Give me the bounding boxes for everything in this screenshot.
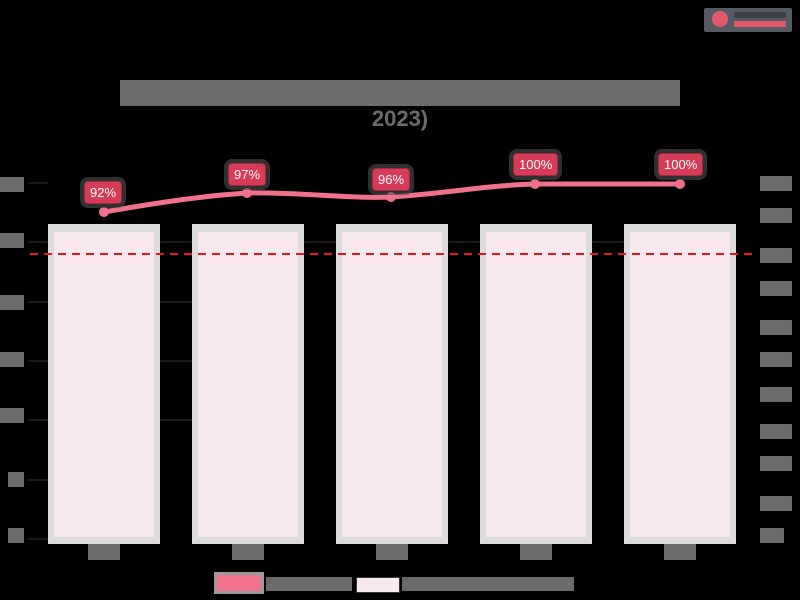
- data-label-2022: 100%: [513, 153, 559, 176]
- right-tick: 30%: [760, 424, 792, 439]
- x-label-2020: 2020: [232, 544, 264, 560]
- left-tick: 0: [8, 528, 24, 543]
- logo: [704, 8, 792, 32]
- legend-swatch-line[interactable]: [214, 572, 264, 594]
- line-point-2019: [99, 207, 109, 217]
- right-tick: 10%: [760, 496, 792, 511]
- line-series: [101, 181, 683, 215]
- data-label-2023: 100%: [658, 153, 704, 176]
- x-label-2019: 2019: [88, 544, 120, 560]
- x-label-2023: 2023: [664, 544, 696, 560]
- legend-label-bar[interactable]: Number of Students Assessed: [402, 577, 574, 591]
- data-label-2021: 96%: [372, 168, 411, 191]
- right-tick: 100%: [760, 176, 792, 191]
- right-tick: 80%: [760, 248, 792, 263]
- logo-mark-icon: [712, 11, 728, 27]
- bar-2019[interactable]: [48, 224, 160, 544]
- bar-2021[interactable]: [336, 224, 448, 544]
- left-tick: 50: [0, 233, 24, 248]
- x-label-2022: 2022: [520, 544, 552, 560]
- data-label-2020: 97%: [228, 163, 267, 186]
- bar-2023[interactable]: [624, 224, 736, 544]
- right-tick: 40%: [760, 387, 792, 402]
- bar-2020[interactable]: [192, 224, 304, 544]
- right-tick: 70%: [760, 281, 792, 296]
- left-tick: 30: [0, 352, 24, 367]
- right-tick: 90%: [760, 208, 792, 223]
- bar-2022[interactable]: [480, 224, 592, 544]
- left-tick: 40: [0, 295, 24, 310]
- line-point-2021: [386, 192, 396, 202]
- logo-text-top: [734, 12, 786, 18]
- right-tick: 60%: [760, 320, 792, 335]
- legend-swatch-bar[interactable]: [356, 577, 400, 593]
- gridline-ticks: [28, 182, 624, 540]
- chart-title: Percentage of Students Achieving Grade L…: [120, 80, 680, 131]
- line-point-2020: [242, 188, 252, 198]
- left-tick: 20: [0, 408, 24, 423]
- line-point-2023: [675, 179, 685, 189]
- line-point-2022: [530, 179, 540, 189]
- left-tick: 10: [8, 472, 24, 487]
- legend-label-line[interactable]: Grade Level %: [266, 577, 352, 591]
- data-label-2019: 92%: [84, 181, 123, 204]
- right-tick: 0%: [760, 528, 784, 543]
- right-tick: 50%: [760, 352, 792, 367]
- x-label-2021: 2021: [376, 544, 408, 560]
- logo-text-bottom: [734, 21, 786, 27]
- right-tick: 20%: [760, 456, 792, 471]
- left-tick: 60: [0, 177, 24, 192]
